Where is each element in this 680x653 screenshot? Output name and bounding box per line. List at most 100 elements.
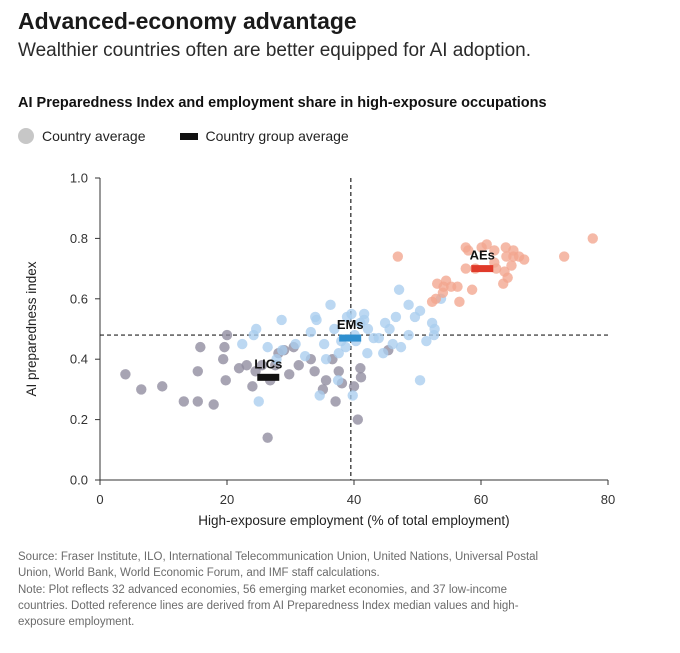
point-lics (320, 375, 332, 386)
point-lics (157, 381, 168, 392)
point-ems (390, 311, 402, 323)
group-averages: LICs EMs AEs (254, 248, 495, 381)
point-lics (333, 366, 344, 377)
point-lics (309, 366, 320, 377)
point-lics (120, 369, 131, 380)
point-ems (429, 323, 440, 335)
point-ems (314, 390, 325, 401)
group-average-label-lics: LICs (254, 356, 282, 371)
point-lics (195, 341, 206, 353)
scatter-plot: 0 20 40 60 80 0.0 0.2 0.4 0.6 0.8 1.0 LICs EMs AEs H… (24, 171, 615, 529)
point-ems (340, 341, 351, 353)
point-ems (276, 314, 287, 326)
methodology-note: Note: Plot reflects 32 advanced economie… (18, 583, 519, 629)
point-aes (430, 293, 442, 304)
point-aes (452, 281, 463, 292)
chart-title: AI Preparedness Index and employment sha… (18, 95, 547, 111)
point-ems (320, 354, 332, 365)
point-aes (518, 254, 530, 265)
y-tick-label: 0.4 (70, 352, 88, 367)
axes: 0 20 40 60 80 0.0 0.2 0.4 0.6 0.8 1.0 (70, 171, 615, 508)
point-ems (414, 305, 426, 317)
point-lics (221, 329, 233, 341)
point-aes (501, 251, 512, 262)
point-ems (393, 284, 405, 295)
group-average-bar-ems (339, 334, 362, 342)
point-lics (348, 381, 360, 392)
point-lics (136, 384, 147, 395)
point-aes (491, 263, 502, 274)
y-tick-label: 0.0 (70, 473, 88, 488)
point-ems (318, 338, 330, 350)
point-ems (387, 338, 398, 350)
point-ems (395, 341, 407, 353)
point-ems (277, 344, 288, 356)
legend-circle-marker (18, 128, 34, 144)
group-average-bar-aes (471, 265, 494, 273)
point-lics (355, 363, 366, 374)
legend-label-group-average: Country group average (205, 128, 349, 144)
x-tick-label: 80 (601, 492, 615, 507)
point-lics (192, 366, 203, 377)
group-average-label-ems: EMs (337, 317, 364, 332)
point-lics (262, 432, 273, 443)
point-ems (251, 323, 262, 335)
point-ems (421, 335, 432, 347)
point-lics (293, 360, 304, 371)
point-aes (500, 242, 511, 253)
point-ems (346, 308, 357, 320)
point-ems (414, 375, 426, 386)
point-ems (384, 323, 395, 335)
legend-item-group-average: Country group average (179, 128, 349, 144)
x-tick-label: 60 (474, 492, 488, 507)
point-lics (208, 399, 219, 410)
point-ems (362, 347, 373, 359)
point-lics (256, 360, 268, 371)
point-aes (587, 233, 598, 244)
point-lics (284, 369, 295, 380)
y-axis-label: AI preparedness index (24, 261, 39, 396)
group-average-label-aes: AEs (470, 248, 495, 263)
point-ems (403, 299, 414, 311)
legend-bar-marker (179, 132, 198, 140)
point-lics (352, 414, 364, 425)
point-aes (463, 245, 474, 256)
x-tick-label: 40 (347, 492, 361, 507)
point-ems (329, 323, 340, 335)
y-tick-label: 0.6 (70, 291, 88, 306)
point-aes (392, 251, 404, 262)
point-ems (290, 338, 301, 350)
y-tick-label: 0.8 (70, 231, 88, 246)
data-points (120, 233, 598, 443)
chart-subheadline: Wealthier countries often are better equ… (18, 40, 531, 61)
x-axis-label: High-exposure employment (% of total emp… (198, 513, 509, 528)
point-lics (192, 396, 203, 407)
point-lics (247, 381, 258, 392)
y-tick-label: 0.2 (70, 412, 88, 427)
chart-headline: Advanced-economy advantage (18, 8, 357, 34)
point-ems (253, 396, 264, 407)
point-ems (332, 375, 344, 386)
group-average-bar-lics (257, 373, 280, 381)
point-ems (378, 347, 389, 359)
legend-item-country-average: Country average (18, 128, 146, 144)
point-ems (333, 347, 344, 359)
point-aes (454, 296, 465, 308)
point-ems (262, 341, 273, 353)
point-lics (219, 341, 230, 353)
point-aes (481, 239, 492, 250)
point-ems (403, 329, 414, 341)
source-note: Source: Fraser Institute, ILO, Internati… (18, 551, 539, 580)
point-ems (325, 299, 336, 311)
point-ems (299, 350, 311, 362)
point-lics (330, 396, 341, 407)
point-lics (241, 360, 252, 371)
legend: Country average Country group average (18, 128, 383, 144)
point-lics (178, 396, 190, 407)
point-ems (347, 390, 358, 401)
point-lics (220, 375, 231, 386)
point-ems (362, 323, 374, 335)
point-aes (506, 260, 517, 271)
point-lics (355, 372, 367, 383)
point-ems (271, 354, 282, 365)
